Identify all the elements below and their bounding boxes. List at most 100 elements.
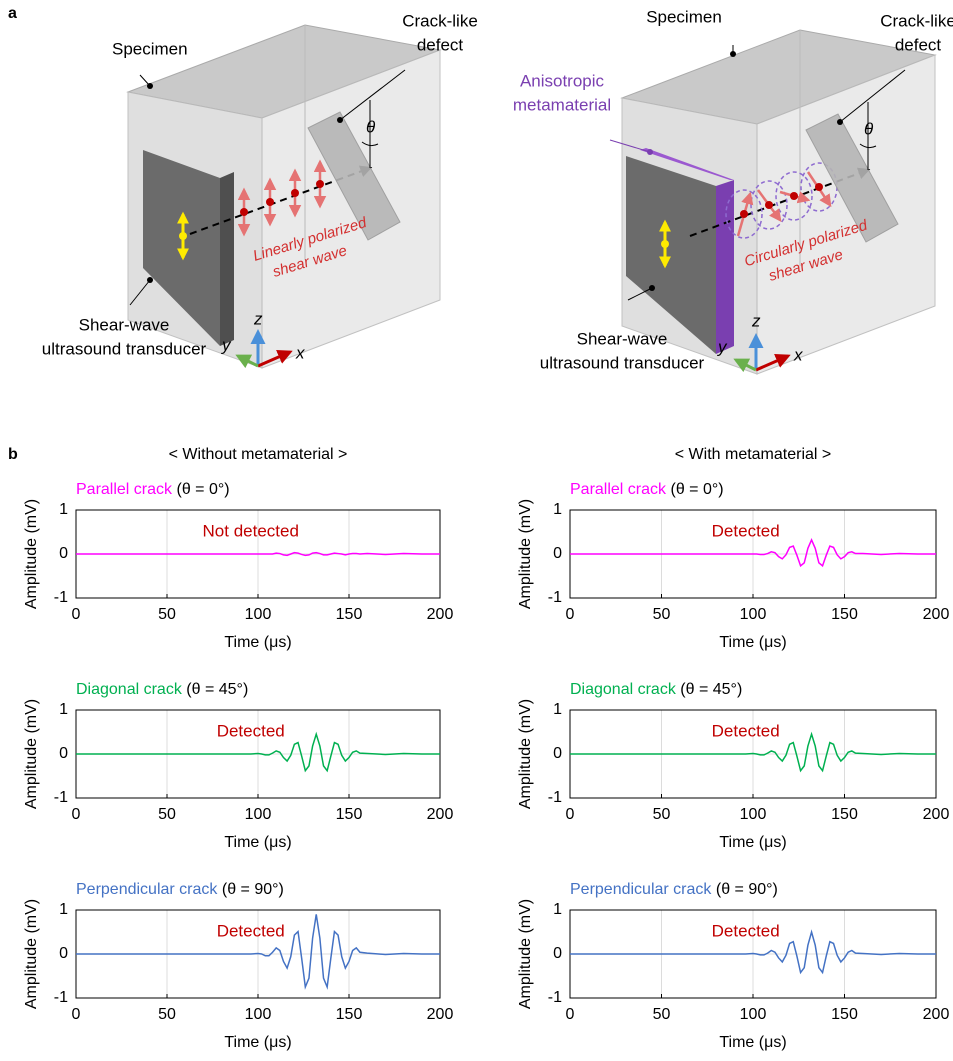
axis-name: x [793, 345, 803, 364]
y-tick-label: -1 [54, 589, 68, 606]
chart: 050100150200-101Diagonal crack (θ = 45°)… [517, 681, 949, 851]
title-name: Parallel crack [570, 481, 667, 498]
x-tick-label: 150 [336, 1006, 363, 1023]
theta: θ [864, 119, 874, 138]
x-axis-label: Time (μs) [719, 834, 786, 851]
label: Specimen [646, 7, 722, 26]
x-tick-label: 0 [72, 606, 81, 623]
y-axis-label: Amplitude (mV) [517, 699, 534, 809]
annotation: Detected [712, 721, 780, 740]
x-axis-label: Time (μs) [224, 834, 291, 851]
x-tick-label: 200 [427, 606, 454, 623]
chart-title: Diagonal crack (θ = 45°) [76, 681, 248, 698]
axis-name: y [717, 337, 728, 356]
title-name: Diagonal crack [76, 681, 183, 698]
y-tick-label: 0 [59, 945, 68, 962]
title-name: Perpendicular crack [76, 881, 218, 898]
y-axis-label: Amplitude (mV) [23, 899, 40, 1009]
label: Crack-like [880, 11, 953, 30]
y-tick-label: 0 [553, 745, 562, 762]
title-name: Parallel crack [76, 481, 173, 498]
x-tick-label: 50 [158, 606, 176, 623]
label: Anisotropic [520, 71, 605, 90]
chart-title: Perpendicular crack (θ = 90°) [570, 881, 778, 898]
x-tick-label: 100 [245, 1006, 272, 1023]
title-angle: (θ = 0°) [670, 481, 723, 498]
title-name: Perpendicular crack [570, 881, 712, 898]
x-tick-label: 200 [427, 806, 454, 823]
annotation: Detected [217, 921, 285, 940]
x-tick-label: 100 [740, 1006, 767, 1023]
theta: θ [366, 117, 376, 136]
y-tick-label: 1 [59, 701, 68, 718]
diagram-right: Specimen Crack-like defect θ Anisotropic… [513, 7, 953, 374]
x-tick-label: 0 [566, 1006, 575, 1023]
annotation: Detected [712, 521, 780, 540]
axis-name: z [253, 309, 263, 328]
x-tick-label: 150 [336, 606, 363, 623]
x-tick-label: 100 [245, 606, 272, 623]
y-tick-label: 1 [59, 901, 68, 918]
x-axis-label: Time (μs) [719, 1034, 786, 1051]
label: Specimen [112, 39, 188, 58]
column-heading: < Without metamaterial > [169, 446, 348, 463]
chart-title: Diagonal crack (θ = 45°) [570, 681, 742, 698]
label: ultrasound transducer [540, 353, 705, 372]
x-axis-label: Time (μs) [719, 634, 786, 651]
x-tick-label: 0 [566, 606, 575, 623]
annotation: Detected [217, 721, 285, 740]
chart-title: Perpendicular crack (θ = 90°) [76, 881, 284, 898]
y-tick-label: 1 [553, 501, 562, 518]
x-tick-label: 200 [923, 806, 950, 823]
label: metamaterial [513, 95, 611, 114]
x-tick-label: 50 [158, 1006, 176, 1023]
label: Shear-wave [577, 329, 668, 348]
x-tick-label: 200 [923, 1006, 950, 1023]
y-axis-label: Amplitude (mV) [517, 499, 534, 609]
label: defect [417, 35, 464, 54]
y-tick-label: -1 [548, 989, 562, 1006]
chart: 050100150200-101Diagonal crack (θ = 45°)… [23, 681, 453, 851]
x-tick-label: 50 [653, 806, 671, 823]
label: ultrasound transducer [42, 339, 207, 358]
title-angle: (θ = 45°) [680, 681, 742, 698]
x-tick-label: 0 [72, 806, 81, 823]
y-tick-label: -1 [548, 789, 562, 806]
source-dot [179, 232, 187, 240]
y-tick-label: -1 [548, 589, 562, 606]
axis-name: y [221, 335, 232, 354]
column-heading: < With metamaterial > [675, 446, 832, 463]
x-tick-label: 100 [245, 806, 272, 823]
x-tick-label: 100 [740, 606, 767, 623]
figure: a Specimen Crack-like defect θ Linearly [0, 0, 953, 1061]
x-tick-label: 50 [653, 606, 671, 623]
label: defect [895, 35, 942, 54]
axis-name: x [295, 343, 305, 362]
y-tick-label: -1 [54, 789, 68, 806]
metamaterial [716, 180, 734, 354]
annotation: Not detected [203, 521, 299, 540]
x-tick-label: 0 [72, 1006, 81, 1023]
y-tick-label: 1 [553, 701, 562, 718]
y-axis-label: Amplitude (mV) [23, 699, 40, 809]
panel-label: b [8, 446, 18, 463]
y-tick-label: -1 [54, 989, 68, 1006]
y-tick-label: 0 [59, 545, 68, 562]
y-axis-label: Amplitude (mV) [23, 499, 40, 609]
annotation: Detected [712, 921, 780, 940]
label: Shear-wave [79, 315, 170, 334]
y-axis-label: Amplitude (mV) [517, 899, 534, 1009]
x-tick-label: 100 [740, 806, 767, 823]
title-angle: (θ = 45°) [186, 681, 248, 698]
x-axis-label: Time (μs) [224, 1034, 291, 1051]
panel-label: a [8, 5, 17, 22]
y-tick-label: 0 [553, 545, 562, 562]
x-tick-label: 50 [653, 1006, 671, 1023]
title-angle: (θ = 90°) [716, 881, 778, 898]
y-tick-label: 1 [59, 501, 68, 518]
chart-title: Parallel crack (θ = 0°) [76, 481, 230, 498]
x-axis-label: Time (μs) [224, 634, 291, 651]
x-tick-label: 0 [566, 806, 575, 823]
